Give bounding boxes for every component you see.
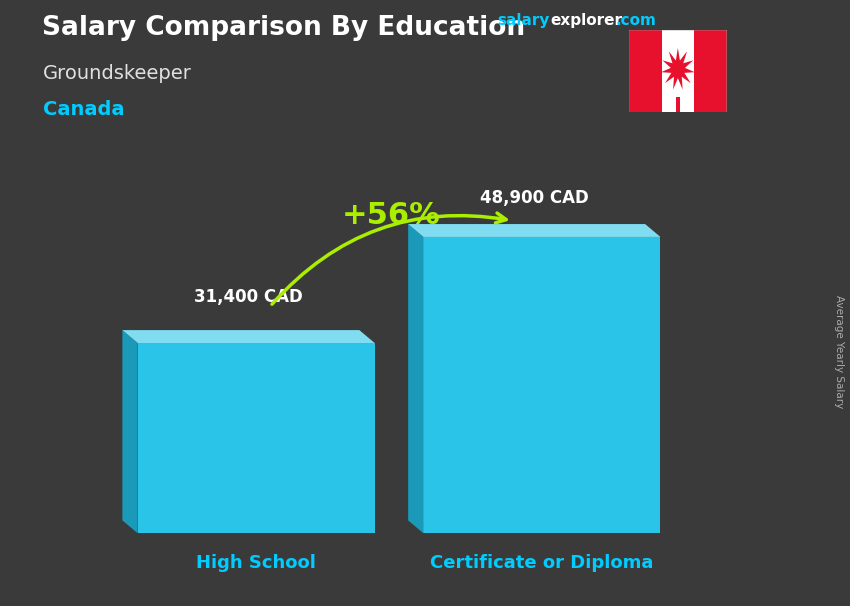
Bar: [676, 96, 680, 112]
Polygon shape: [423, 237, 660, 533]
Text: 48,900 CAD: 48,900 CAD: [480, 189, 589, 207]
Text: Groundskeeper: Groundskeeper: [42, 64, 191, 82]
Polygon shape: [138, 343, 375, 533]
Text: Average Yearly Salary: Average Yearly Salary: [834, 295, 844, 408]
Bar: [629, 30, 661, 112]
FancyArrowPatch shape: [272, 213, 506, 304]
Text: High School: High School: [196, 554, 316, 573]
Text: salary: salary: [497, 13, 550, 28]
Polygon shape: [408, 224, 660, 237]
Bar: [661, 30, 694, 112]
Text: Certificate or Diploma: Certificate or Diploma: [430, 554, 654, 573]
Polygon shape: [122, 330, 138, 533]
Text: Salary Comparison By Education: Salary Comparison By Education: [42, 15, 525, 41]
Text: 31,400 CAD: 31,400 CAD: [194, 288, 303, 307]
Polygon shape: [408, 224, 423, 533]
Bar: [694, 30, 727, 112]
Text: explorer: explorer: [551, 13, 623, 28]
Polygon shape: [661, 48, 694, 90]
Text: +56%: +56%: [342, 201, 441, 230]
Polygon shape: [122, 330, 375, 343]
Text: .com: .com: [615, 13, 656, 28]
Text: Canada: Canada: [42, 100, 124, 119]
